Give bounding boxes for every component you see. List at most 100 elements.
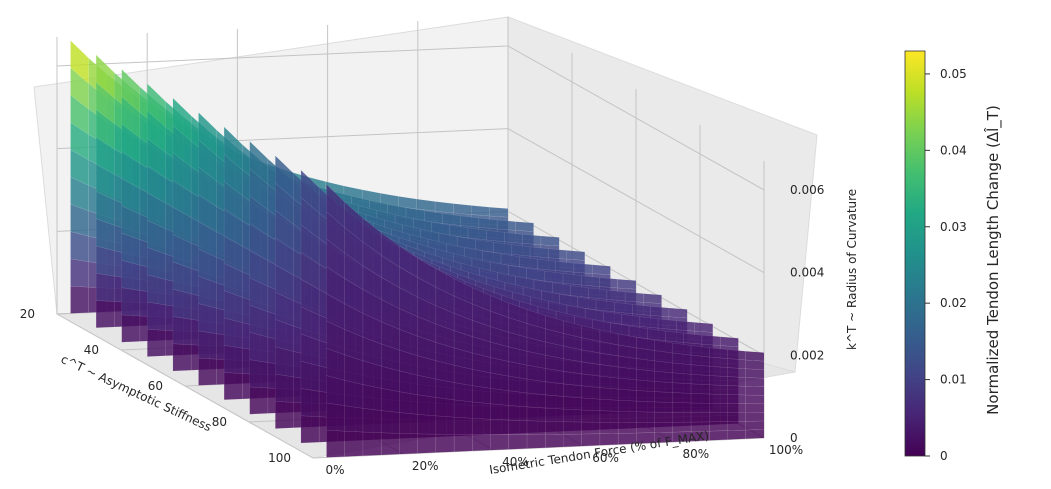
surface-patch bbox=[121, 314, 141, 343]
surface-patch bbox=[515, 221, 534, 232]
surface-sheets bbox=[70, 40, 765, 458]
surface-patch bbox=[745, 394, 765, 405]
surface-patch bbox=[172, 316, 192, 345]
x-tick-label: 100% bbox=[769, 443, 803, 457]
surface-patch bbox=[636, 411, 655, 423]
surface-patch bbox=[223, 372, 243, 401]
surface-patch bbox=[617, 278, 637, 290]
surface-patch bbox=[636, 379, 655, 392]
surface-patch bbox=[566, 250, 585, 261]
surface-patch bbox=[147, 329, 166, 357]
grid-line bbox=[507, 45, 765, 191]
surface-patch bbox=[545, 407, 564, 422]
y-tick-labels: 20 40 60 80 100 bbox=[20, 307, 291, 465]
surface-patch bbox=[70, 258, 89, 288]
surface-patch bbox=[121, 260, 141, 291]
surface-patch bbox=[563, 383, 582, 399]
surface-patch bbox=[599, 387, 619, 401]
surface-patch bbox=[300, 415, 320, 444]
surface-patch bbox=[690, 364, 710, 376]
surface-patch bbox=[672, 402, 692, 413]
surface-patch bbox=[683, 333, 703, 345]
colorbar-tick-label: 0.05 bbox=[940, 67, 967, 81]
surface-patch bbox=[745, 377, 765, 387]
surface-patch bbox=[453, 434, 473, 452]
z-tick-labels: 0 0.002 0.004 0.006 bbox=[790, 183, 824, 445]
surface-patch bbox=[504, 232, 523, 244]
surface-patch bbox=[614, 302, 633, 314]
colorbar-tick-label: 0.03 bbox=[940, 220, 967, 234]
surface-patch bbox=[300, 388, 320, 417]
surface-patch bbox=[676, 320, 695, 332]
surface-patch bbox=[540, 235, 560, 247]
surface-patch bbox=[672, 372, 692, 385]
surface-patch bbox=[490, 403, 510, 421]
surface-patch bbox=[344, 405, 364, 433]
surface-patch bbox=[650, 306, 670, 317]
surface-patch bbox=[529, 246, 549, 258]
surface-patch bbox=[727, 349, 746, 361]
colorbar-tick-label: 0.01 bbox=[940, 373, 967, 387]
surface-patch bbox=[639, 316, 659, 329]
surface-patch bbox=[701, 334, 721, 346]
surface-patch bbox=[526, 434, 546, 449]
surface-patch bbox=[709, 384, 728, 395]
surface-patch bbox=[727, 385, 746, 396]
surface-patch bbox=[490, 434, 510, 451]
x-tick-label: 40% bbox=[502, 455, 529, 469]
surface-patch bbox=[172, 288, 192, 320]
surface-patch bbox=[562, 273, 582, 286]
surface-patch bbox=[563, 396, 582, 411]
surface-patch bbox=[172, 343, 192, 372]
surface-patch bbox=[417, 414, 437, 435]
surface-patch bbox=[121, 287, 141, 317]
surface-patch bbox=[617, 399, 637, 412]
surface-patch bbox=[709, 412, 728, 423]
colorbar-tick-label: 0.04 bbox=[940, 143, 967, 157]
surface-patch bbox=[690, 402, 710, 413]
z-axis-label: k^T ~ Radius of Curvature bbox=[845, 189, 859, 350]
surface-patch bbox=[249, 386, 269, 415]
colorbar: 0 0.01 0.02 0.03 0.04 0.05 Normalized Tendon … bbox=[904, 50, 1003, 463]
x-tick-label: 60% bbox=[592, 451, 619, 465]
y-tick-label: 20 bbox=[20, 307, 35, 321]
surface-patch bbox=[745, 386, 765, 396]
colorbar-tick-label: 0.02 bbox=[940, 296, 967, 310]
surface-patch bbox=[326, 402, 345, 432]
surface-patch bbox=[537, 258, 556, 271]
surface-patch bbox=[599, 277, 618, 289]
surface-patch bbox=[95, 300, 115, 329]
surface-patch bbox=[417, 433, 437, 454]
surface-patch bbox=[275, 373, 294, 403]
surface-patch bbox=[581, 275, 600, 287]
surface-patch bbox=[654, 391, 674, 403]
surface-patch bbox=[636, 400, 655, 413]
surface-patch bbox=[581, 409, 601, 423]
z-tick-label: 0.006 bbox=[790, 183, 824, 197]
surface-patch bbox=[95, 272, 115, 302]
surface-patch bbox=[381, 410, 400, 434]
surface-patch bbox=[275, 346, 294, 378]
x-tick-labels: 0% 20% 40% 60% 80% 100% bbox=[325, 443, 803, 477]
surface-patch bbox=[636, 390, 655, 403]
surface-patch bbox=[198, 303, 217, 334]
surface-patch bbox=[434, 201, 454, 214]
z-axis-label-text: k^T ~ Radius of Curvature bbox=[845, 189, 859, 350]
surface-patch bbox=[588, 287, 608, 300]
surface-patch bbox=[672, 412, 692, 423]
surface-patch bbox=[223, 344, 243, 374]
surface-patch bbox=[581, 421, 601, 435]
surface-patch bbox=[727, 376, 746, 387]
surface-patch bbox=[672, 392, 692, 404]
surface-patch bbox=[581, 433, 601, 447]
surface-patch bbox=[472, 385, 491, 405]
surface-patch bbox=[709, 347, 728, 359]
surface-patch bbox=[709, 375, 728, 386]
surface-patch bbox=[573, 262, 593, 274]
surface-patch bbox=[727, 394, 746, 404]
surface-patch bbox=[657, 318, 677, 330]
surface-patch bbox=[511, 244, 531, 257]
surface-patch bbox=[545, 421, 564, 435]
surface-patch bbox=[508, 405, 528, 421]
